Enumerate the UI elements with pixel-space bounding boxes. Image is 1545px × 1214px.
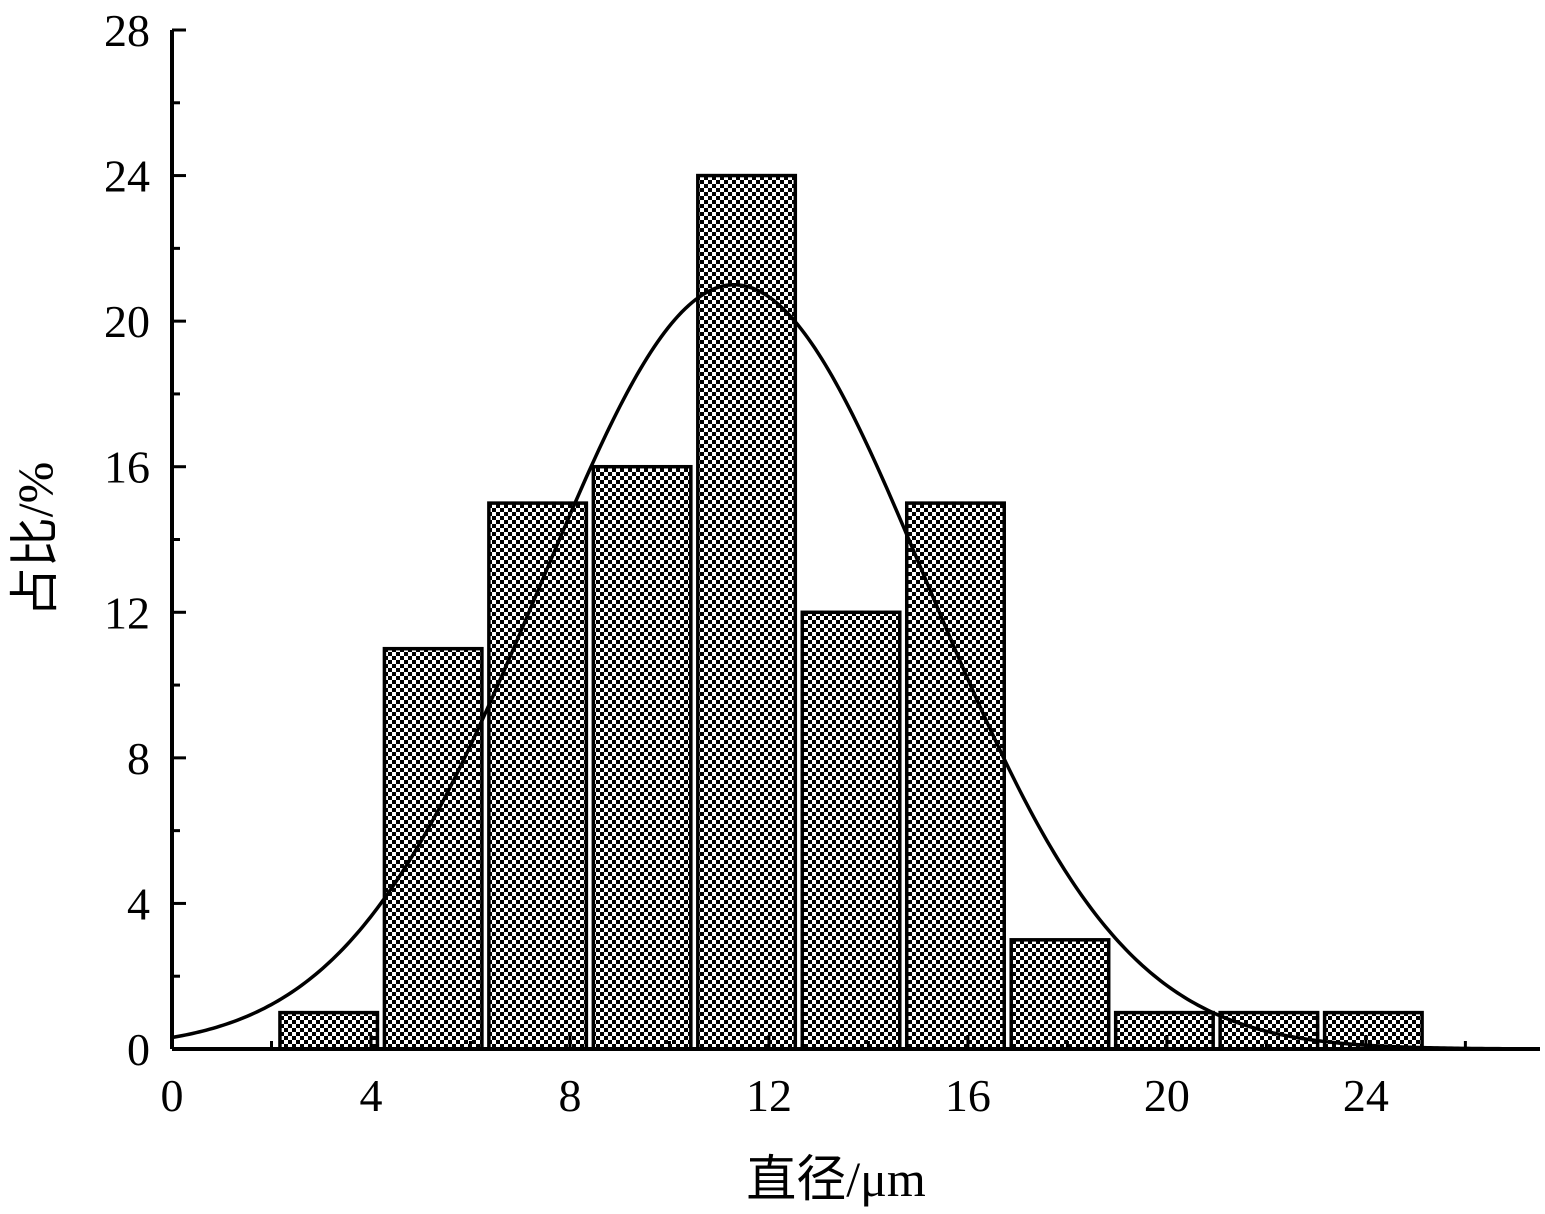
y-tick-label: 8 xyxy=(127,733,150,784)
x-tick-label: 20 xyxy=(1144,1070,1190,1121)
histogram-bar-7 xyxy=(904,501,1006,1051)
histogram-bar-8 xyxy=(1009,938,1111,1051)
fit-curve-layer xyxy=(171,283,1541,1051)
y-axis-title: 占比/% xyxy=(7,462,63,618)
y-tick-label: 28 xyxy=(104,5,150,56)
x-tick-label: 16 xyxy=(945,1070,991,1121)
axes-layer xyxy=(170,28,1540,1051)
y-tick-label: 20 xyxy=(104,296,150,347)
y-tick-label: 0 xyxy=(127,1024,150,1075)
histogram-bar-3 xyxy=(487,501,589,1051)
y-tick-label: 4 xyxy=(127,878,150,929)
y-tick-label: 24 xyxy=(104,151,150,202)
histogram-bar-1 xyxy=(278,1010,380,1051)
y-tick-label: 12 xyxy=(104,587,150,638)
bars-layer xyxy=(278,173,1424,1051)
histogram-bar-2 xyxy=(382,646,484,1051)
x-tick-label: 8 xyxy=(558,1070,581,1121)
x-tick-label: 0 xyxy=(161,1070,184,1121)
histogram-bar-4 xyxy=(591,464,693,1051)
x-tick-label: 4 xyxy=(359,1070,382,1121)
gaussian-fit-curve xyxy=(171,283,1541,1051)
x-axis-title: 直径/μm xyxy=(746,1151,926,1207)
x-tick-label: 24 xyxy=(1343,1070,1389,1121)
x-tick-label: 12 xyxy=(746,1070,792,1121)
histogram-bar-6 xyxy=(800,610,902,1051)
y-tick-label: 16 xyxy=(104,442,150,493)
labels-layer: 0 4 8 12 16 20 24 28 0 4 8 12 16 20 24 直径/μm 占比/% xyxy=(7,5,1389,1207)
histogram-bar-9 xyxy=(1113,1010,1215,1051)
histogram-bar-5 xyxy=(696,173,798,1051)
